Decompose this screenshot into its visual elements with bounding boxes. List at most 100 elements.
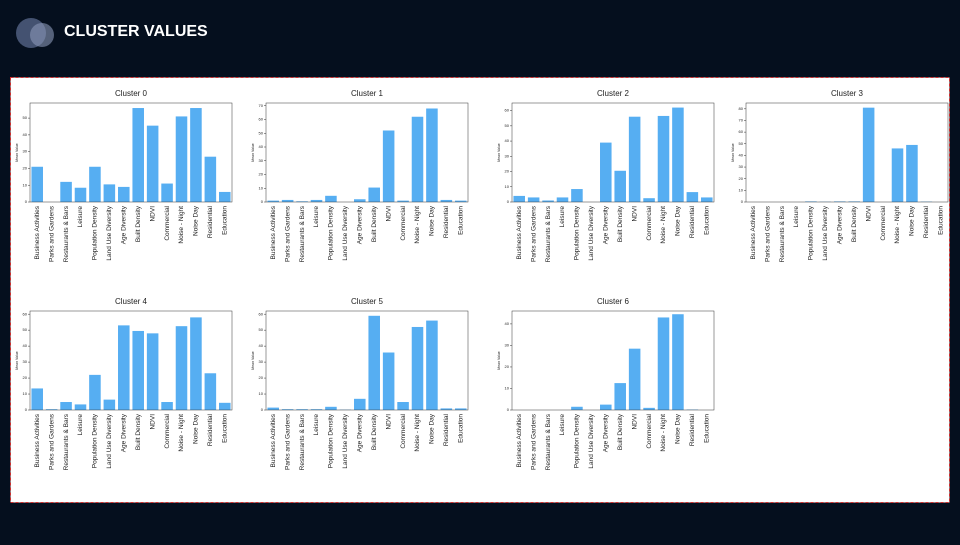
bar xyxy=(147,126,159,202)
x-tick-label: Business Activities xyxy=(516,205,523,259)
y-tick-label: 30 xyxy=(259,359,264,364)
bar xyxy=(368,188,380,202)
y-tick-label: 10 xyxy=(23,182,28,187)
y-tick-label: 70 xyxy=(739,118,744,123)
x-tick-label: Leisure xyxy=(559,206,566,228)
bar xyxy=(89,375,101,410)
bar xyxy=(672,108,684,202)
y-tick-label: 10 xyxy=(505,184,510,189)
bar xyxy=(60,402,72,410)
x-tick-label: Leisure xyxy=(77,206,84,228)
x-tick-label: Land Use Diversity xyxy=(106,205,113,260)
x-tick-label: Population Density xyxy=(328,413,335,468)
y-tick-label: 40 xyxy=(505,138,510,143)
chart-title: Cluster 2 xyxy=(597,89,630,98)
x-tick-label: Noise - Night xyxy=(414,414,421,452)
x-tick-label: Restaurants & Bars xyxy=(299,205,306,262)
x-tick-label: Age Diversity xyxy=(357,413,364,452)
x-tick-label: Land Use Diversity xyxy=(588,413,595,468)
bar xyxy=(325,407,337,410)
y-tick-label: 40 xyxy=(23,132,28,137)
x-tick-label: Built Density xyxy=(135,205,142,242)
chart-title: Cluster 0 xyxy=(115,89,148,98)
bar xyxy=(383,131,395,203)
x-tick-label: Restaurants & Bars xyxy=(299,413,306,470)
bar xyxy=(31,388,43,410)
x-tick-label: NDVI xyxy=(385,414,392,430)
x-tick-label: Noise Day xyxy=(675,413,682,444)
y-tick-label: 50 xyxy=(259,327,264,332)
bar xyxy=(383,353,395,410)
x-tick-label: Noise Day xyxy=(429,205,436,236)
bar xyxy=(892,148,904,202)
y-tick-label: 50 xyxy=(23,115,28,120)
x-tick-label: Commercial xyxy=(880,205,887,240)
y-axis-label: Mean Value xyxy=(251,351,255,369)
x-tick-label: Parks and Gardens xyxy=(48,413,55,470)
x-tick-label: Land Use Diversity xyxy=(342,205,349,260)
y-axis-label: Mean Value xyxy=(15,143,19,161)
x-tick-label: Population Density xyxy=(574,205,581,260)
x-tick-label: Leisure xyxy=(559,414,566,436)
bar xyxy=(643,408,655,410)
y-tick-label: 10 xyxy=(739,187,744,192)
x-tick-label: Leisure xyxy=(77,414,84,436)
bar xyxy=(600,143,612,202)
bar xyxy=(629,349,641,410)
y-tick-label: 60 xyxy=(739,129,744,134)
bar xyxy=(75,404,87,410)
x-tick-label: NDVI xyxy=(385,206,392,222)
bar xyxy=(687,192,699,202)
x-tick-label: Noise - Night xyxy=(178,414,185,452)
bar xyxy=(190,108,202,202)
y-tick-label: 40 xyxy=(259,343,264,348)
x-tick-label: Leisure xyxy=(313,414,320,436)
x-tick-label: Commercial xyxy=(646,205,653,240)
y-tick-label: 60 xyxy=(259,311,264,316)
bar xyxy=(600,405,612,410)
x-tick-label: Age Diversity xyxy=(603,205,610,244)
x-tick-label: Land Use Diversity xyxy=(588,205,595,260)
y-axis-label: Mean Value xyxy=(15,351,19,369)
chart-title: Cluster 1 xyxy=(351,89,384,98)
bar xyxy=(658,317,670,410)
x-tick-label: Residential xyxy=(443,205,450,238)
bar xyxy=(104,184,116,202)
bar xyxy=(513,196,525,202)
x-tick-label: Residential xyxy=(207,413,214,446)
y-tick-label: 50 xyxy=(259,130,264,135)
x-tick-label: Age Diversity xyxy=(837,205,844,244)
y-tick-label: 20 xyxy=(23,166,28,171)
x-tick-label: Business Activities xyxy=(750,205,757,259)
x-tick-label: Business Activities xyxy=(34,413,41,467)
chart-title: Cluster 4 xyxy=(115,297,148,306)
y-tick-label: 20 xyxy=(505,364,510,369)
y-tick-label: 40 xyxy=(23,343,28,348)
bar xyxy=(282,200,294,202)
x-tick-label: Built Density xyxy=(371,413,378,450)
x-tick-label: Parks and Gardens xyxy=(284,205,291,262)
x-tick-label: Commercial xyxy=(400,205,407,240)
bar xyxy=(161,402,173,410)
x-tick-label: Noise - Night xyxy=(660,206,667,244)
y-tick-label: 20 xyxy=(259,172,264,177)
x-tick-label: Education xyxy=(704,414,711,443)
x-tick-label: Population Density xyxy=(574,413,581,468)
chart-title: Cluster 5 xyxy=(351,297,384,306)
bar xyxy=(267,408,279,410)
bar xyxy=(397,402,409,410)
bar xyxy=(60,182,72,202)
x-tick-label: Restaurants & Bars xyxy=(545,413,552,470)
y-tick-label: 10 xyxy=(259,185,264,190)
bar xyxy=(132,108,144,202)
bar xyxy=(190,317,202,410)
y-tick-label: 40 xyxy=(739,152,744,157)
x-tick-label: Land Use Diversity xyxy=(106,413,113,468)
bar xyxy=(426,321,438,410)
x-tick-label: Built Density xyxy=(371,205,378,242)
y-tick-label: 50 xyxy=(739,141,744,146)
x-tick-label: Restaurants & Bars xyxy=(545,205,552,262)
x-tick-label: Parks and Gardens xyxy=(284,413,291,470)
x-tick-label: Residential xyxy=(923,205,930,238)
